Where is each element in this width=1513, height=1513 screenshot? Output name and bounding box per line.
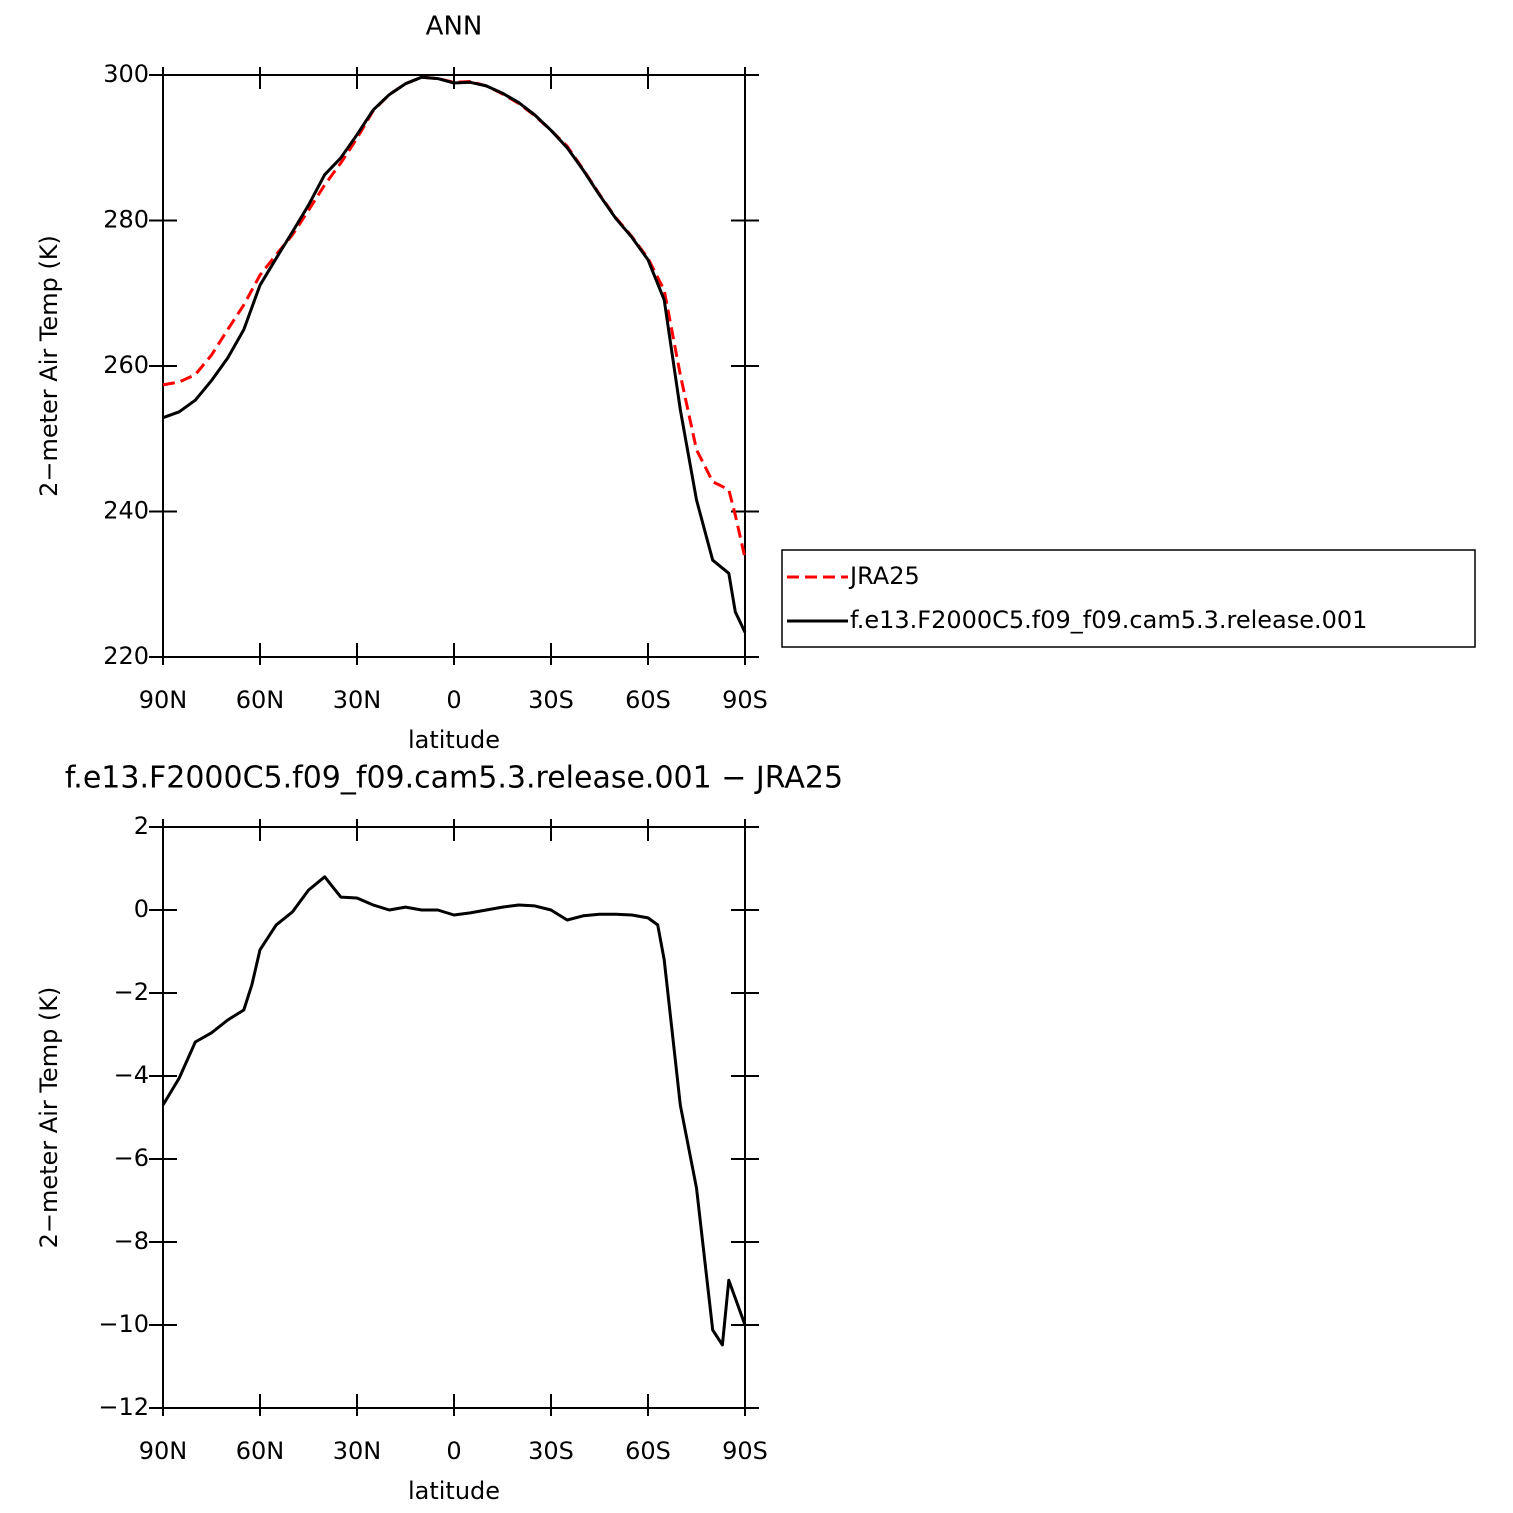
chart-title: f.e13.F2000C5.f09_f09.cam5.3.release.001…	[65, 761, 843, 796]
y-tick-label: −8	[114, 1227, 149, 1255]
y-tick-label: −4	[114, 1061, 149, 1089]
x-tick-label: 60N	[236, 686, 285, 714]
y-tick-label: −6	[114, 1144, 149, 1172]
data-line	[162, 75, 747, 633]
plot-frame	[162, 74, 746, 658]
y-tick-label: 0	[134, 895, 149, 923]
data-line	[162, 75, 747, 559]
y-tick-label: −2	[114, 978, 149, 1006]
y-tick-label: 260	[103, 351, 149, 379]
y-axis-label: 2−meter Air Temp (K)	[35, 235, 63, 497]
x-tick-label: 0	[446, 686, 461, 714]
x-tick-label: 60S	[625, 686, 671, 714]
legend-label: JRA25	[848, 562, 920, 590]
y-tick-label: −12	[98, 1393, 149, 1421]
legend-label: f.e13.F2000C5.f09_f09.cam5.3.release.001	[850, 606, 1367, 634]
x-tick-label: 90S	[722, 686, 768, 714]
x-tick-label: 30N	[333, 686, 382, 714]
y-axis-label: 2−meter Air Temp (K)	[35, 987, 63, 1249]
x-tick-label: 30S	[528, 1437, 574, 1465]
x-tick-label: 0	[446, 1437, 461, 1465]
chart-title: ANN	[426, 12, 483, 42]
y-tick-label: −10	[98, 1310, 149, 1338]
x-tick-label: 60N	[236, 1437, 285, 1465]
x-tick-label: 30N	[333, 1437, 382, 1465]
y-tick-label: 2	[134, 812, 149, 840]
y-tick-label: 280	[103, 206, 149, 234]
x-tick-label: 60S	[625, 1437, 671, 1465]
legend-box	[781, 549, 1476, 648]
x-axis-label: latitude	[408, 1477, 500, 1505]
x-axis-label: latitude	[408, 726, 500, 754]
x-tick-label: 90S	[722, 1437, 768, 1465]
data-line	[161, 875, 747, 1347]
x-tick-label: 30S	[528, 686, 574, 714]
y-tick-label: 220	[103, 642, 149, 670]
y-tick-label: 240	[103, 497, 149, 525]
x-tick-label: 90N	[139, 1437, 188, 1465]
y-tick-label: 300	[103, 60, 149, 88]
x-tick-label: 90N	[139, 686, 188, 714]
